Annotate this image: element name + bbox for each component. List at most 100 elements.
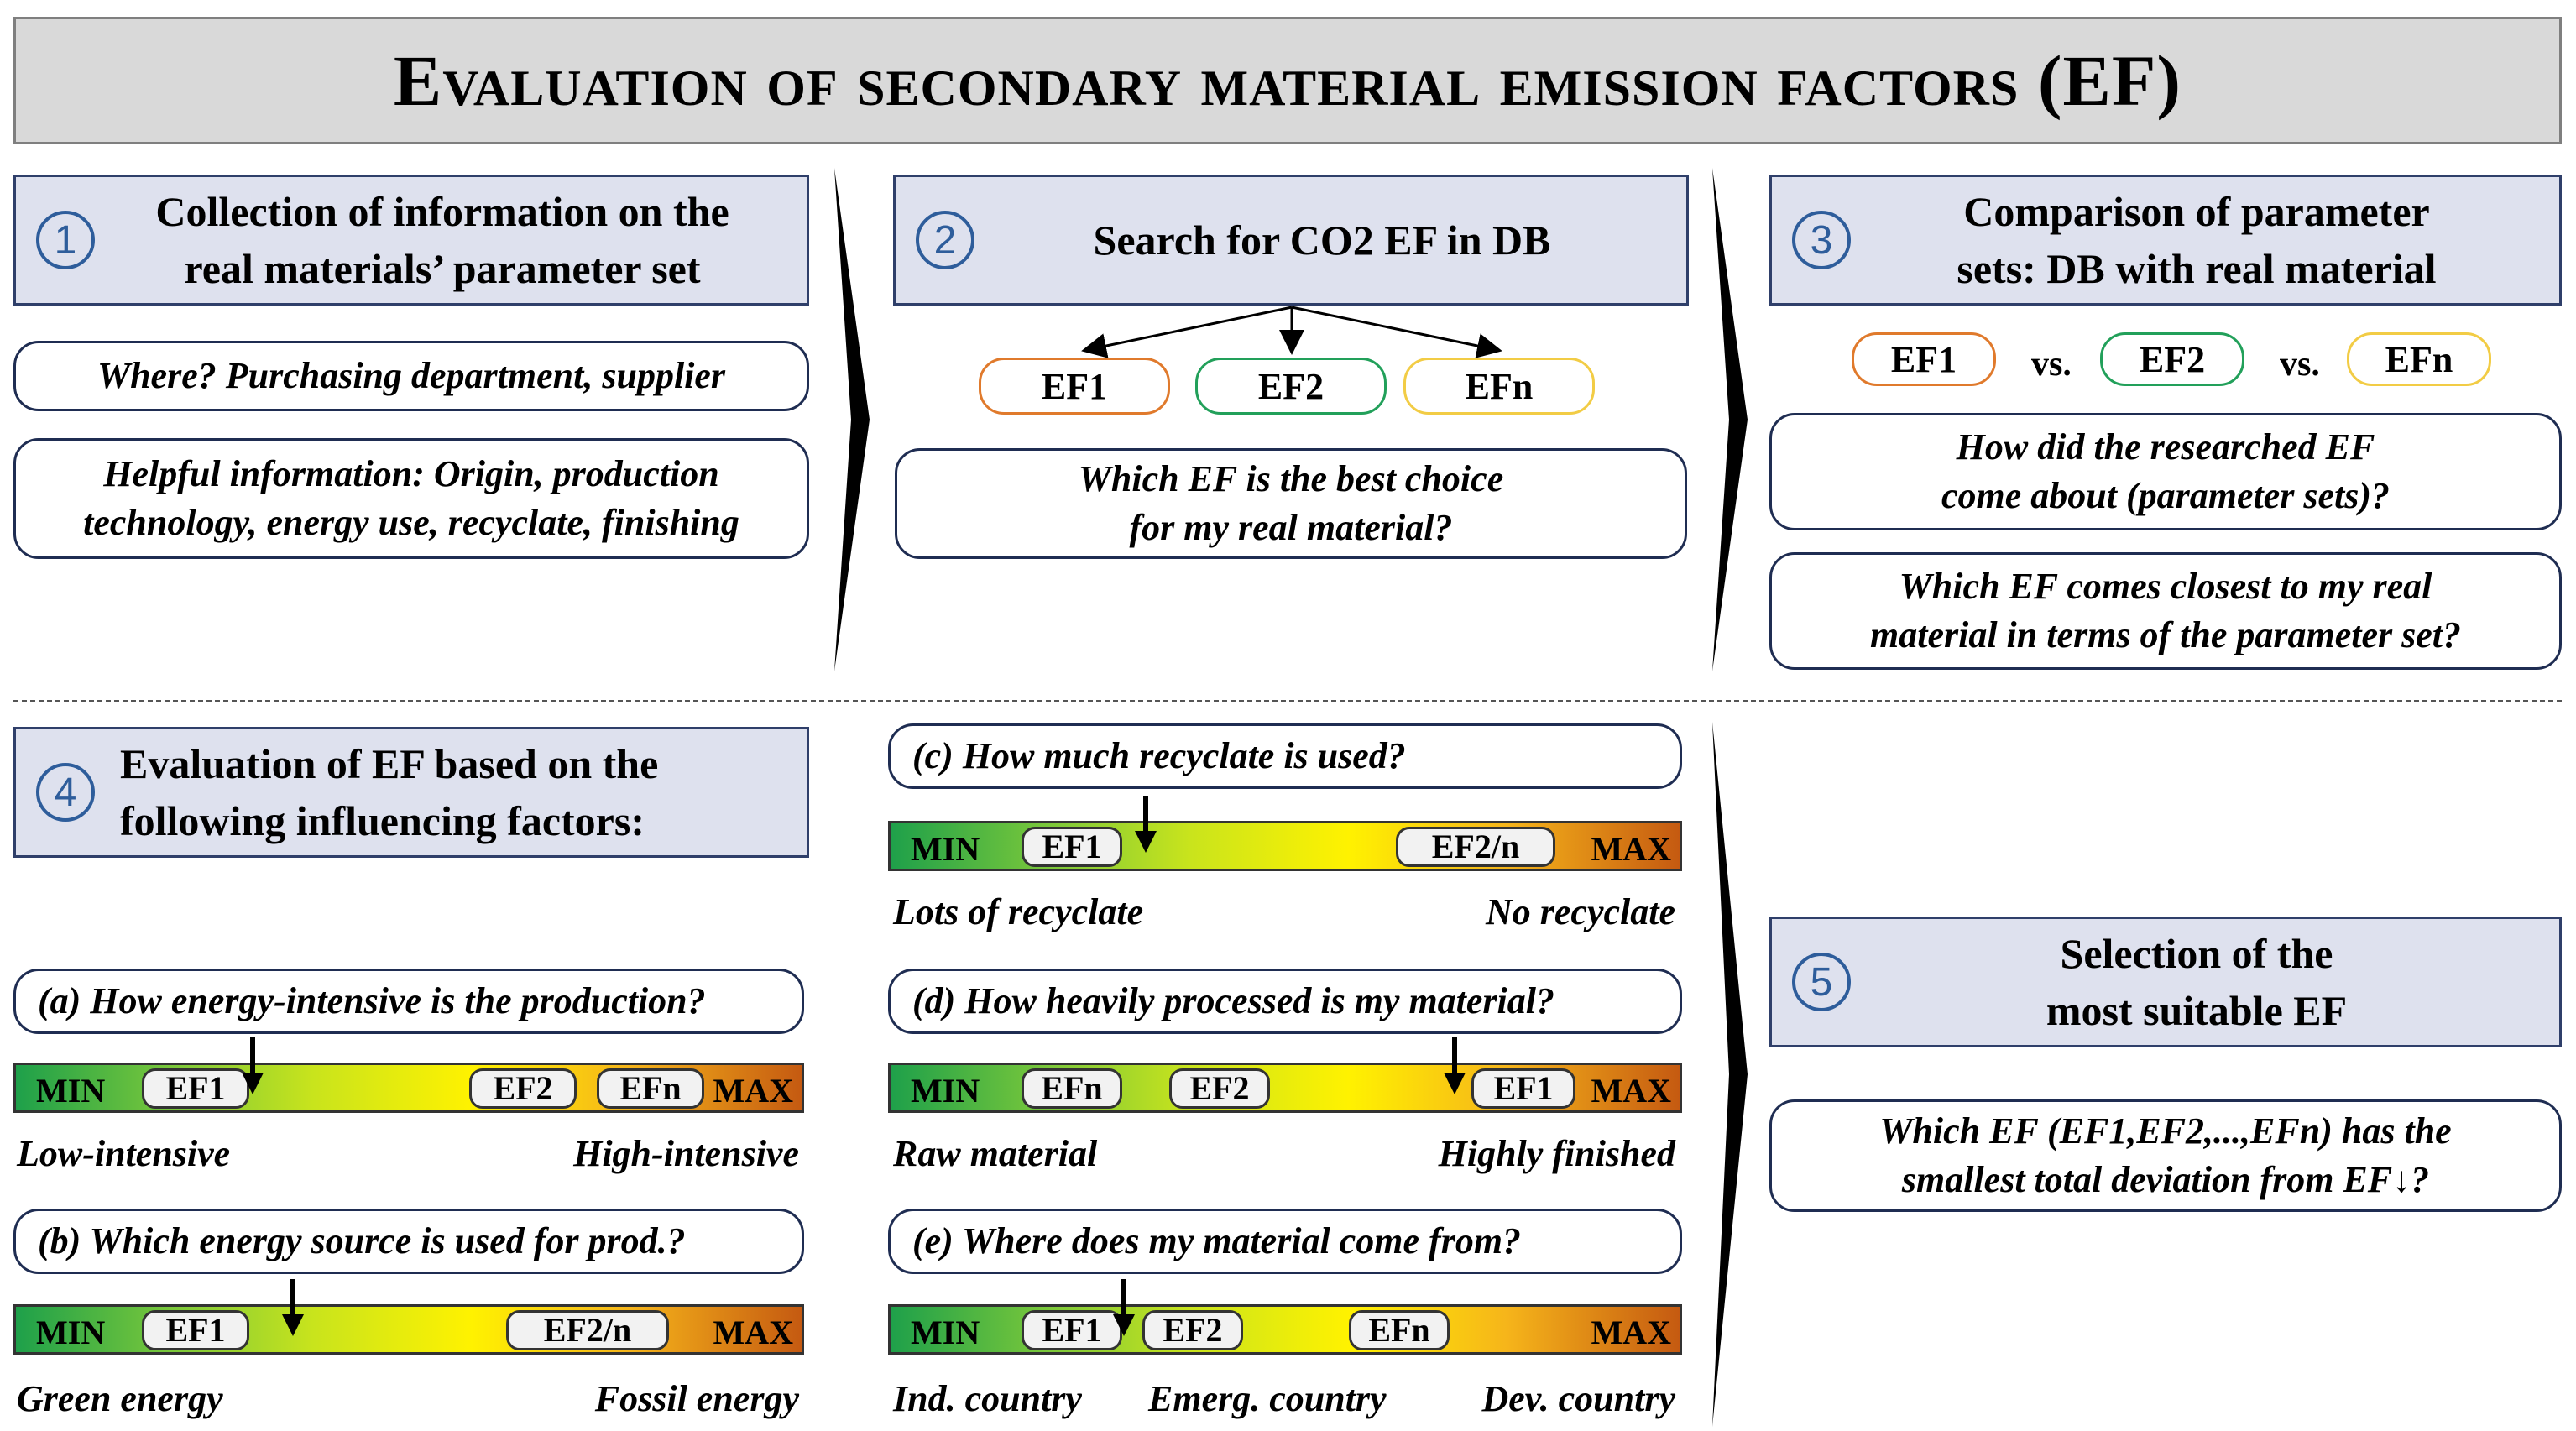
- step-5-box: 5 Selection of the most suitable EF: [1769, 917, 2562, 1047]
- factor-e-high-label: Dev. country: [1481, 1378, 1675, 1419]
- factor-e-mid-label: Emerg. country: [1148, 1378, 1387, 1419]
- factor-d-mark-ef2: EF2: [1169, 1068, 1270, 1109]
- factor-c-max: MAX: [1591, 830, 1671, 868]
- step-1-box: 1 Collection of information on the real …: [13, 175, 809, 306]
- how-researched-box: How did the researched EF come about (pa…: [1769, 413, 2562, 530]
- factor-c-question: (c) How much recyclate is used?: [888, 723, 1682, 789]
- step-3-number: 3: [1792, 211, 1851, 269]
- step-2-box: 2 Search for CO2 EF in DB: [893, 175, 1689, 306]
- factor-b-low-label: Green energy: [17, 1378, 223, 1419]
- chevron-arrow-3: [1712, 722, 1748, 1427]
- factor-d-arrow-icon: [1444, 1037, 1466, 1094]
- factor-b-high-label: Fossil energy: [594, 1378, 799, 1419]
- efn-pill: EFn: [1403, 358, 1595, 415]
- factor-d-mark-efn: EFn: [1022, 1068, 1122, 1109]
- step-1-line-1: Collection of information on the: [155, 188, 729, 235]
- ef1-compare-pill: EF1: [1852, 332, 1996, 386]
- factor-a-high-label: High-intensive: [573, 1133, 799, 1174]
- where-question-text: Where? Purchasing department, supplier: [97, 355, 726, 396]
- best-choice-line-1: Which EF is the best choice: [1078, 458, 1504, 499]
- factor-c-high-label: No recyclate: [1486, 891, 1675, 932]
- step-2-number: 2: [916, 211, 974, 269]
- closest-ef-line-1: Which EF comes closest to my real: [1899, 566, 2432, 607]
- factor-c-arrow-icon: [1135, 796, 1157, 853]
- closest-ef-box: Which EF comes closest to my real materi…: [1769, 552, 2562, 670]
- chevron-arrow-2: [1712, 168, 1748, 671]
- step-5-number: 5: [1792, 953, 1851, 1011]
- factor-a-mark-ef2: EF2: [469, 1068, 577, 1109]
- chevron-arrow-1: [834, 168, 870, 671]
- ef2-compare-pill: EF2: [2100, 332, 2244, 386]
- factor-b-mark-ef1: EF1: [142, 1310, 249, 1350]
- branch-arrows: [1081, 306, 1502, 358]
- factor-e-max: MAX: [1591, 1313, 1671, 1351]
- ef1-pill: EF1: [979, 358, 1170, 415]
- page-title: Evaluation of secondary material emissio…: [393, 40, 2182, 121]
- step-3-box: 3 Comparison of parameter sets: DB with …: [1769, 175, 2562, 306]
- step-5-line-1: Selection of the: [2060, 930, 2333, 977]
- factor-b-arrow-icon: [282, 1279, 304, 1336]
- factor-b-mark-ef2n: EF2/n: [506, 1310, 669, 1350]
- title-banner: Evaluation of secondary material emissio…: [13, 17, 2562, 144]
- factor-e-mark-efn: EFn: [1349, 1310, 1450, 1350]
- factor-b-question: (b) Which energy source is used for prod…: [13, 1209, 804, 1274]
- factor-c-low-label: Lots of recyclate: [893, 891, 1144, 932]
- helpful-info-line-2: technology, energy use, recyclate, finis…: [83, 502, 739, 543]
- factor-a-mark-efn: EFn: [597, 1068, 704, 1109]
- closest-ef-line-2: material in terms of the parameter set?: [1870, 614, 2461, 655]
- factor-d-low-label: Raw material: [893, 1133, 1098, 1174]
- step-3-label: Comparison of parameter sets: DB with re…: [1851, 183, 2559, 297]
- step-4-line-2: following influencing factors:: [120, 797, 645, 844]
- step-1-label: Collection of information on the real ma…: [95, 183, 807, 297]
- how-researched-line-1: How did the researched EF: [1956, 426, 2375, 467]
- factor-b-max: MAX: [713, 1313, 793, 1351]
- factor-a-arrow-icon: [242, 1037, 264, 1094]
- step-1-number: 1: [36, 211, 95, 269]
- vs-label-2: vs.: [2280, 345, 2320, 384]
- step-2-label: Search for CO2 EF in DB: [1093, 217, 1551, 264]
- section-divider: [13, 700, 2562, 702]
- factor-a-low-label: Low-intensive: [17, 1133, 231, 1174]
- final-question-box: Which EF (EF1,EF2,...,EFn) has the small…: [1769, 1099, 2562, 1212]
- helpful-info-box: Helpful information: Origin, production …: [13, 438, 809, 559]
- where-question-box: Where? Purchasing department, supplier: [13, 341, 809, 411]
- final-question-line-1: Which EF (EF1,EF2,...,EFn) has the: [1879, 1110, 2452, 1152]
- factor-b-min: MIN: [36, 1313, 106, 1351]
- step-4-box: 4 Evaluation of EF based on the followin…: [13, 727, 809, 858]
- how-researched-line-2: come about (parameter sets)?: [1941, 475, 2391, 516]
- step-1-line-2: real materials’ parameter set: [184, 245, 701, 292]
- factor-c-mark-ef1: EF1: [1022, 827, 1122, 867]
- factor-e-scale-bar: MIN EF1 EF2 EFn MAX: [888, 1304, 1682, 1355]
- factor-e-mark-ef2: EF2: [1142, 1310, 1243, 1350]
- best-choice-box: Which EF is the best choice for my real …: [895, 448, 1687, 559]
- step-5-line-2: most suitable EF: [2046, 987, 2348, 1034]
- factor-a-min: MIN: [36, 1072, 106, 1110]
- factor-e-question: (e) Where does my material come from?: [888, 1209, 1682, 1274]
- step-4-number: 4: [36, 763, 95, 822]
- factor-e-arrow-icon: [1113, 1279, 1135, 1336]
- best-choice-line-2: for my real material?: [1129, 507, 1453, 548]
- factor-e-mark-ef1: EF1: [1022, 1310, 1122, 1350]
- factor-d-high-label: Highly finished: [1438, 1133, 1675, 1174]
- ef2-pill: EF2: [1195, 358, 1387, 415]
- factor-a-mark-ef1: EF1: [142, 1068, 249, 1109]
- factor-d-min: MIN: [911, 1072, 980, 1110]
- factor-d-scale-bar: MIN EFn EF2 EF1 MAX: [888, 1063, 1682, 1113]
- factor-a-scale-bar: MIN EF1 EF2 EFn MAX: [13, 1063, 804, 1113]
- step-3-line-2: sets: DB with real material: [1957, 245, 2437, 292]
- vs-label-1: vs.: [2031, 345, 2072, 384]
- factor-e-min: MIN: [911, 1313, 980, 1351]
- factor-d-question: (d) How heavily processed is my material…: [888, 969, 1682, 1034]
- factor-c-min: MIN: [911, 830, 980, 868]
- factor-a-max: MAX: [713, 1072, 793, 1110]
- factor-b-scale-bar: MIN EF1 EF2/n MAX: [13, 1304, 804, 1355]
- step-3-line-1: Comparison of parameter: [1963, 188, 2430, 235]
- factor-c-mark-ef2n: EF2/n: [1396, 827, 1555, 867]
- final-question-line-2: smallest total deviation from EF↓?: [1901, 1159, 2430, 1200]
- factor-e-low-label: Ind. country: [893, 1378, 1082, 1419]
- step-4-line-1: Evaluation of EF based on the: [120, 740, 659, 787]
- factor-a-question: (a) How energy-intensive is the producti…: [13, 969, 804, 1034]
- helpful-info-line-1: Helpful information: Origin, production: [103, 453, 719, 494]
- factor-c-scale-bar: MIN EF1 EF2/n MAX: [888, 821, 1682, 871]
- efn-compare-pill: EFn: [2347, 332, 2491, 386]
